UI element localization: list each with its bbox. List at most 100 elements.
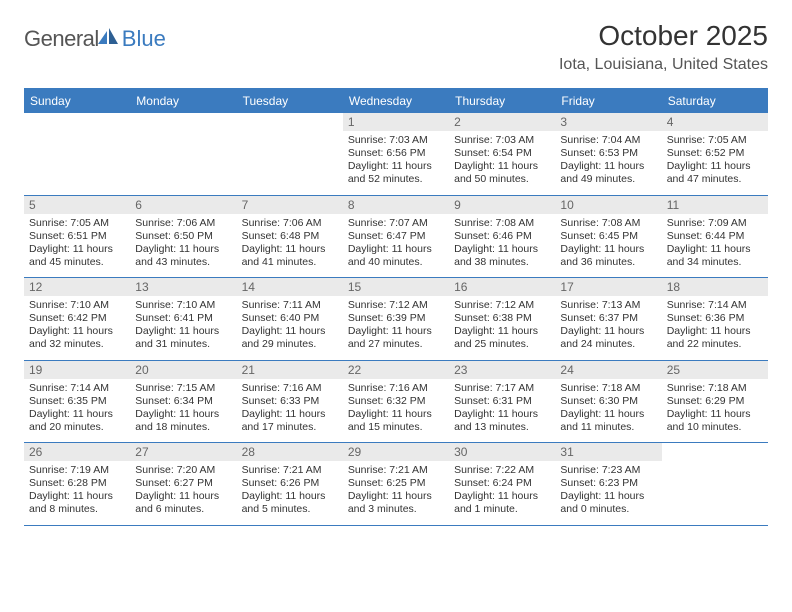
- daylight-line: Daylight: 11 hours and 13 minutes.: [454, 408, 550, 434]
- day-header: Saturday: [662, 89, 768, 113]
- daylight-line: Daylight: 11 hours and 18 minutes.: [135, 408, 231, 434]
- sunset-line: Sunset: 6:47 PM: [348, 230, 444, 243]
- daylight-line: Daylight: 11 hours and 27 minutes.: [348, 325, 444, 351]
- calendar-page: General Blue October 2025 Iota, Louisian…: [0, 0, 792, 536]
- day-number: 9: [449, 196, 555, 214]
- week-row: 5 Sunrise: 7:05 AMSunset: 6:51 PM Daylight…: [24, 195, 768, 278]
- day-cell: 26Sunrise: 7:19 AMSunset: 6:28 PMDayligh…: [24, 443, 130, 525]
- day-number: 18: [662, 278, 768, 296]
- week-row: 1Sunrise: 7:03 AMSunset: 6:56 PMDaylight…: [24, 113, 768, 195]
- logo-text-gray: General: [24, 26, 99, 52]
- day-number: 28: [237, 443, 343, 461]
- sunrise-line: Sunrise: 7:22 AM: [454, 464, 550, 477]
- daylight-line: Daylight: 11 hours and 6 minutes.: [135, 490, 231, 516]
- day-number: 16: [449, 278, 555, 296]
- day-cell: 2Sunrise: 7:03 AMSunset: 6:54 PMDaylight…: [449, 113, 555, 195]
- sunset-line: Sunset: 6:53 PM: [560, 147, 656, 160]
- sunset-line: Sunset: 6:23 PM: [560, 477, 656, 490]
- day-number: 21: [237, 361, 343, 379]
- sunrise-line: Sunrise: 7:05 AM: [667, 134, 763, 147]
- day-cell: 20Sunrise: 7:15 AMSunset: 6:34 PMDayligh…: [130, 361, 236, 443]
- sunrise-line: Sunrise: 7:20 AM: [135, 464, 231, 477]
- sunrise-line: Sunrise: 7:04 AM: [560, 134, 656, 147]
- sunset-line: Sunset: 6:42 PM: [29, 312, 125, 325]
- daylight-line: Daylight: 11 hours and 15 minutes.: [348, 408, 444, 434]
- day-number: 12: [24, 278, 130, 296]
- sunrise-line: Sunrise: 7:13 AM: [560, 299, 656, 312]
- title-block: October 2025 Iota, Louisiana, United Sta…: [559, 20, 768, 74]
- day-number: 25: [662, 361, 768, 379]
- day-cell: 23Sunrise: 7:17 AMSunset: 6:31 PMDayligh…: [449, 361, 555, 443]
- daylight-line: Daylight: 11 hours and 43 minutes.: [135, 243, 231, 269]
- day-cell: 25Sunrise: 7:18 AMSunset: 6:29 PMDayligh…: [662, 361, 768, 443]
- daylight-line: Daylight: 11 hours and 29 minutes.: [242, 325, 338, 351]
- sunrise-line: Sunrise: 7:17 AM: [454, 382, 550, 395]
- sunrise-line: Sunrise: 7:08 AM: [560, 217, 656, 230]
- sunset-line: Sunset: 6:24 PM: [454, 477, 550, 490]
- daylight-line: Daylight: 11 hours and 0 minutes.: [560, 490, 656, 516]
- day-cell: 22Sunrise: 7:16 AMSunset: 6:32 PMDayligh…: [343, 361, 449, 443]
- daylight-line: Daylight: 11 hours and 24 minutes.: [560, 325, 656, 351]
- day-cell: 9Sunrise: 7:08 AMSunset: 6:46 PMDaylight…: [449, 196, 555, 278]
- day-cell: 21Sunrise: 7:16 AMSunset: 6:33 PMDayligh…: [237, 361, 343, 443]
- day-cell: 3Sunrise: 7:04 AMSunset: 6:53 PMDaylight…: [555, 113, 661, 195]
- day-cell: 11Sunrise: 7:09 AMSunset: 6:44 PMDayligh…: [662, 196, 768, 278]
- sunrise-line: Sunrise: 7:21 AM: [242, 464, 338, 477]
- day-header: Friday: [555, 89, 661, 113]
- day-number: 10: [555, 196, 661, 214]
- day-cell: 30Sunrise: 7:22 AMSunset: 6:24 PMDayligh…: [449, 443, 555, 525]
- sunset-line: Sunset: 6:46 PM: [454, 230, 550, 243]
- sunset-line: Sunset: 6:28 PM: [29, 477, 125, 490]
- day-number: 14: [237, 278, 343, 296]
- sunrise-line: Sunrise: 7:14 AM: [29, 382, 125, 395]
- sunrise-line: Sunrise: 7:18 AM: [667, 382, 763, 395]
- day-number: 15: [343, 278, 449, 296]
- day-header: Sunday: [24, 89, 130, 113]
- sunset-line: Sunset: 6:45 PM: [560, 230, 656, 243]
- sunset-line: Sunset: 6:33 PM: [242, 395, 338, 408]
- daylight-line: Daylight: 11 hours and 25 minutes.: [454, 325, 550, 351]
- sunset-line: Sunset: 6:25 PM: [348, 477, 444, 490]
- sunset-line: Sunset: 6:51 PM: [29, 230, 125, 243]
- day-header: Monday: [130, 89, 236, 113]
- sunrise-line: Sunrise: 7:06 AM: [135, 217, 231, 230]
- logo: General Blue: [24, 20, 166, 52]
- sunrise-line: Sunrise: 7:14 AM: [667, 299, 763, 312]
- daylight-line: Daylight: 11 hours and 10 minutes.: [667, 408, 763, 434]
- sunrise-line: Sunrise: 7:03 AM: [348, 134, 444, 147]
- daylight-line: Daylight: 11 hours and 20 minutes.: [29, 408, 125, 434]
- sunrise-line: Sunrise: 7:21 AM: [348, 464, 444, 477]
- day-number: 24: [555, 361, 661, 379]
- sunrise-line: Sunrise: 7:19 AM: [29, 464, 125, 477]
- location: Iota, Louisiana, United States: [559, 56, 768, 74]
- day-number: 6: [130, 196, 236, 214]
- sunset-line: Sunset: 6:54 PM: [454, 147, 550, 160]
- day-cell: 24Sunrise: 7:18 AMSunset: 6:30 PMDayligh…: [555, 361, 661, 443]
- daylight-line: Daylight: 11 hours and 52 minutes.: [348, 160, 444, 186]
- day-number: 27: [130, 443, 236, 461]
- sunrise-line: Sunrise: 7:03 AM: [454, 134, 550, 147]
- daylight-line: Daylight: 11 hours and 3 minutes.: [348, 490, 444, 516]
- sunset-line: Sunset: 6:52 PM: [667, 147, 763, 160]
- day-cell: 5Sunrise: 7:05 AMSunset: 6:51 PMDaylight…: [24, 196, 130, 278]
- sunrise-line: Sunrise: 7:06 AM: [242, 217, 338, 230]
- day-header-row: SundayMondayTuesdayWednesdayThursdayFrid…: [24, 89, 768, 113]
- day-number: 23: [449, 361, 555, 379]
- daylight-line: Daylight: 11 hours and 11 minutes.: [560, 408, 656, 434]
- day-number: 1: [343, 113, 449, 131]
- day-number: 5: [24, 196, 130, 214]
- day-cell: 17Sunrise: 7:13 AMSunset: 6:37 PMDayligh…: [555, 278, 661, 360]
- sunrise-line: Sunrise: 7:05 AM: [29, 217, 125, 230]
- sunset-line: Sunset: 6:32 PM: [348, 395, 444, 408]
- sunrise-line: Sunrise: 7:15 AM: [135, 382, 231, 395]
- day-number: 29: [343, 443, 449, 461]
- sunset-line: Sunset: 6:35 PM: [29, 395, 125, 408]
- daylight-line: Daylight: 11 hours and 38 minutes.: [454, 243, 550, 269]
- day-header: Tuesday: [237, 89, 343, 113]
- sunrise-line: Sunrise: 7:11 AM: [242, 299, 338, 312]
- daylight-line: Daylight: 11 hours and 31 minutes.: [135, 325, 231, 351]
- sunrise-line: Sunrise: 7:16 AM: [348, 382, 444, 395]
- header-row: General Blue October 2025 Iota, Louisian…: [24, 20, 768, 74]
- daylight-line: Daylight: 11 hours and 8 minutes.: [29, 490, 125, 516]
- sunrise-line: Sunrise: 7:12 AM: [454, 299, 550, 312]
